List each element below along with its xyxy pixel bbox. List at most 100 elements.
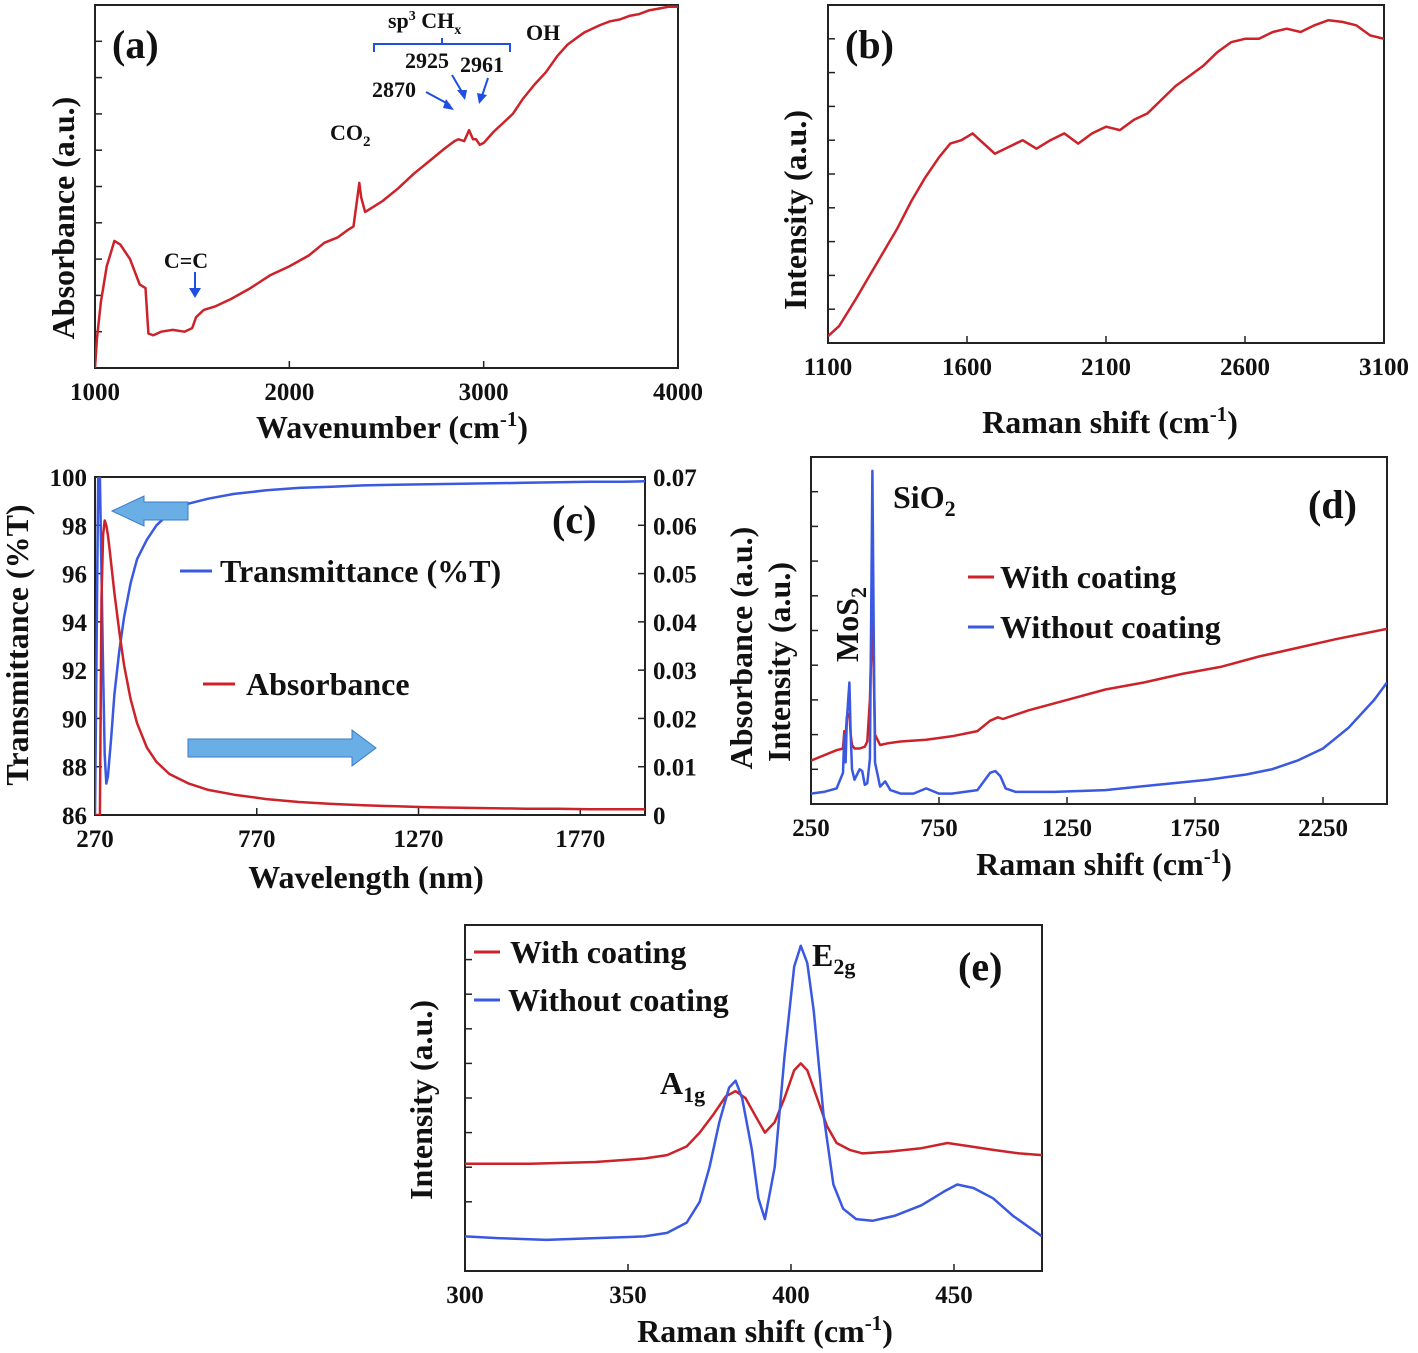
x-tick-label: 1000 bbox=[70, 379, 120, 406]
y-right-tick-label: 0.02 bbox=[653, 706, 697, 733]
y-tick-label: 98 bbox=[62, 513, 87, 540]
panel-e: 300 350 400 450 (e) Raman shift (cm-1) Inte… bbox=[403, 924, 1043, 1349]
y-right-tick-label: 0.06 bbox=[653, 513, 697, 540]
annotation-c-c: C=C bbox=[164, 248, 208, 273]
y-right-tick-label: 0 bbox=[653, 803, 666, 830]
legend-absorbance-label: Absorbance bbox=[246, 666, 410, 702]
annotation-2925-arrowhead bbox=[457, 90, 467, 100]
panel-c-y-ticks: 86 88 90 92 94 96 98 100 bbox=[50, 465, 102, 830]
panel-d-series bbox=[811, 469, 1387, 795]
annotation-co2: CO2 bbox=[330, 120, 371, 150]
x-tick-label: 300 bbox=[446, 1282, 484, 1309]
panel-e-label: (e) bbox=[958, 944, 1002, 989]
y-tick-label: 100 bbox=[50, 465, 88, 492]
x-tick-label: 1750 bbox=[1170, 815, 1220, 842]
series-line-with-coating bbox=[465, 1062, 1042, 1165]
panel-b-frame bbox=[827, 4, 1385, 344]
x-tick-label: 4000 bbox=[653, 379, 703, 406]
y-tick-label: 96 bbox=[62, 562, 87, 589]
x-tick-label: 250 bbox=[792, 815, 830, 842]
y-tick-label: 90 bbox=[62, 706, 87, 733]
legend-with-coating-label: With coating bbox=[1000, 559, 1176, 595]
annotation-2961-arrowhead bbox=[477, 93, 487, 104]
annotation-sp3-chx: sp3 CHx bbox=[388, 8, 461, 38]
panel-e-y-ticks bbox=[465, 958, 472, 1238]
panel-e-frame bbox=[464, 924, 1043, 1272]
annotation-2961-arrow bbox=[481, 77, 489, 97]
panel-a-xlabel: Wavenumber (cm-1) bbox=[256, 407, 528, 445]
x-tick-label: 2100 bbox=[1081, 354, 1131, 381]
panel-c: 270 770 1270 1770 86 88 90 92 94 96 98 100 0 0.01 0.… bbox=[0, 465, 759, 895]
x-tick-label: 450 bbox=[935, 1282, 973, 1309]
panel-c-x-ticks: 270 770 1270 1770 bbox=[76, 808, 605, 853]
left-axis-arrow bbox=[110, 495, 189, 527]
y-tick-label: 92 bbox=[62, 658, 87, 685]
x-tick-label: 1250 bbox=[1042, 815, 1092, 842]
legend-with-coating-label: With coating bbox=[510, 934, 686, 970]
legend-without-coating-label: Without coating bbox=[1000, 609, 1221, 645]
panel-e-ylabel: Intensity (a.u.) bbox=[403, 1000, 439, 1200]
x-tick-label: 1600 bbox=[942, 354, 992, 381]
right-axis-arrow bbox=[187, 729, 377, 767]
panel-b-label: (b) bbox=[845, 22, 894, 67]
panel-e-x-ticks: 300 350 400 450 bbox=[446, 1264, 973, 1309]
annotation-2961: 2961 bbox=[460, 52, 504, 77]
annotation-sio2: SiO2 bbox=[893, 479, 956, 521]
x-tick-label: 2600 bbox=[1220, 354, 1270, 381]
x-tick-label: 400 bbox=[772, 1282, 810, 1309]
x-tick-label: 350 bbox=[609, 1282, 647, 1309]
panel-b-series bbox=[828, 18, 1384, 338]
panel-c-ylabel-left: Transmittance (%T) bbox=[0, 504, 35, 785]
panel-d-y-ticks bbox=[811, 490, 818, 771]
panel-b-ylabel: Intensity (a.u.) bbox=[777, 110, 813, 310]
panel-a: 1000 2000 3000 4000 (a) Wavenumber (cm-1) A… bbox=[45, 4, 703, 445]
panel-e-series bbox=[465, 944, 1042, 1242]
legend-without-coating-label: Without coating bbox=[508, 982, 729, 1018]
panel-d-x-ticks: 250 750 1250 1750 2250 bbox=[792, 797, 1348, 842]
panel-c-label: (c) bbox=[552, 497, 596, 542]
x-tick-label: 2250 bbox=[1298, 815, 1348, 842]
y-tick-label: 86 bbox=[62, 803, 87, 830]
panel-a-series bbox=[95, 5, 678, 368]
panel-c-xlabel: Wavelength (nm) bbox=[248, 859, 484, 895]
annotation-mos2: MoS2 bbox=[829, 587, 871, 662]
annotation-c-c-arrowhead bbox=[189, 288, 201, 298]
panel-a-y-ticks bbox=[95, 40, 102, 333]
panel-e-xlabel: Raman shift (cm-1) bbox=[637, 1311, 893, 1349]
x-tick-label: 2000 bbox=[264, 379, 314, 406]
x-tick-label: 270 bbox=[76, 826, 114, 853]
x-tick-label: 1270 bbox=[394, 826, 444, 853]
x-tick-label: 750 bbox=[920, 815, 958, 842]
x-tick-label: 770 bbox=[238, 826, 276, 853]
panel-c-frame bbox=[94, 476, 646, 816]
x-tick-label: 1770 bbox=[555, 826, 605, 853]
x-tick-label: 1100 bbox=[804, 354, 853, 381]
y-right-tick-label: 0.01 bbox=[653, 755, 697, 782]
y-tick-label: 94 bbox=[62, 610, 88, 637]
y-right-tick-label: 0.05 bbox=[653, 562, 697, 589]
series-line-absorbance bbox=[95, 519, 645, 815]
annotation-2925: 2925 bbox=[405, 48, 449, 73]
y-right-tick-label: 0.04 bbox=[653, 610, 697, 637]
annotation-bracket bbox=[373, 38, 511, 52]
panel-d: 250 750 1250 1750 2250 (d) Raman shift (cm-1… bbox=[761, 456, 1388, 882]
panel-a-x-ticks: 1000 2000 3000 4000 bbox=[70, 361, 703, 406]
panel-b-x-ticks: 1100 1600 2100 2600 3100 bbox=[804, 336, 1409, 381]
panel-b-y-ticks bbox=[828, 38, 835, 310]
panel-b-xlabel: Raman shift (cm-1) bbox=[982, 402, 1238, 440]
panel-a-annotations: C=C CO2 sp3 CHx 2925 2961 2870 OH bbox=[164, 8, 560, 298]
annotation-a1g: A1g bbox=[660, 1065, 705, 1107]
panel-d-ylabel: Intensity (a.u.) bbox=[761, 562, 797, 762]
annotation-2870: 2870 bbox=[372, 77, 416, 102]
panel-a-label: (a) bbox=[112, 22, 159, 67]
panel-c-ylabel-right: Absorbance (a.u.) bbox=[723, 527, 759, 770]
x-tick-label: 3100 bbox=[1359, 354, 1409, 381]
annotation-2925-arrow bbox=[451, 74, 463, 93]
y-right-tick-label: 0.07 bbox=[653, 465, 697, 492]
y-right-tick-label: 0.03 bbox=[653, 658, 697, 685]
panel-c-y-ticks-right: 0 0.01 0.02 0.03 0.04 0.05 0.06 0.07 bbox=[638, 465, 697, 830]
legend-transmittance-label: Transmittance (%T) bbox=[220, 553, 501, 589]
series-line-raman-spectrum bbox=[828, 18, 1384, 338]
x-tick-label: 3000 bbox=[459, 379, 509, 406]
